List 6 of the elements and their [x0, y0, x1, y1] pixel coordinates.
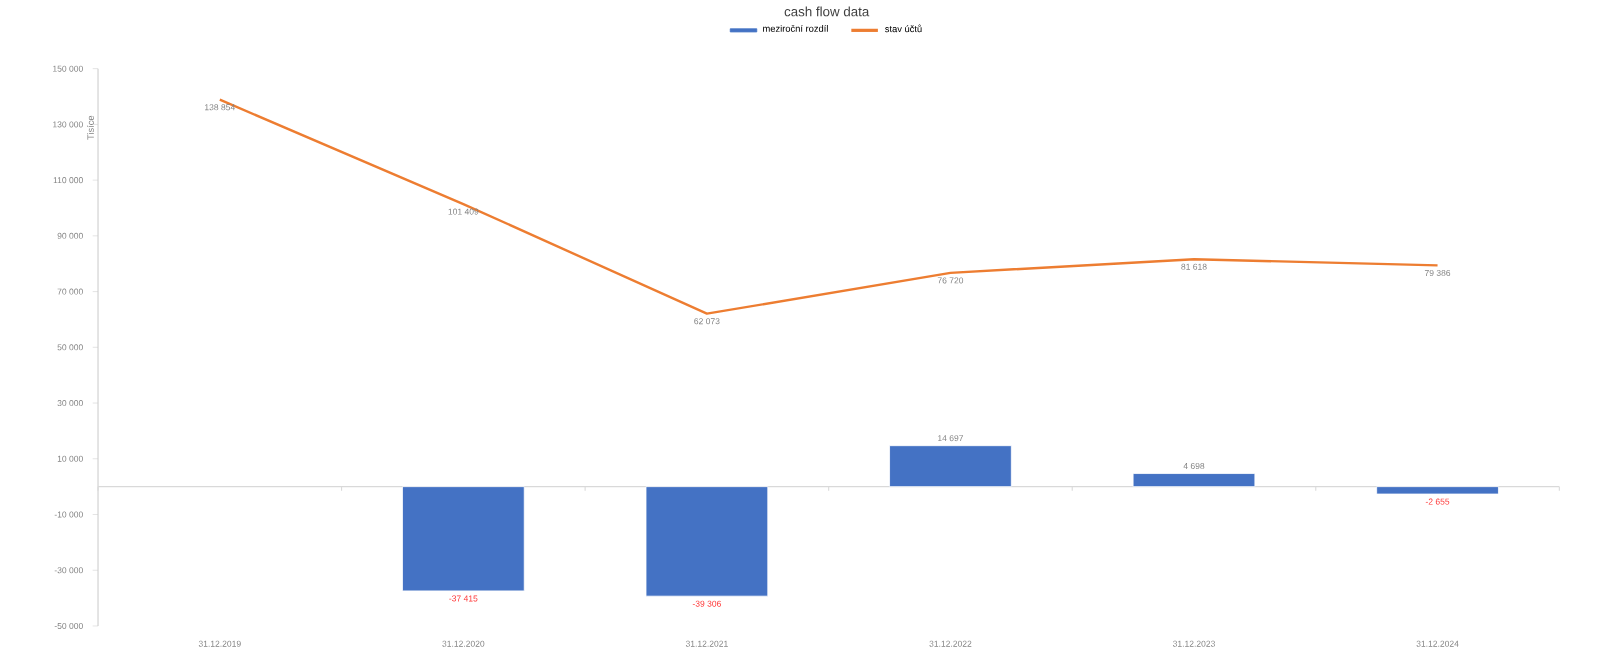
bar: [1132, 473, 1256, 488]
bar: [1376, 486, 1499, 495]
bar: [402, 486, 525, 592]
line-series: [218, 98, 1439, 315]
bar: [889, 445, 1012, 488]
bar: [645, 486, 769, 597]
